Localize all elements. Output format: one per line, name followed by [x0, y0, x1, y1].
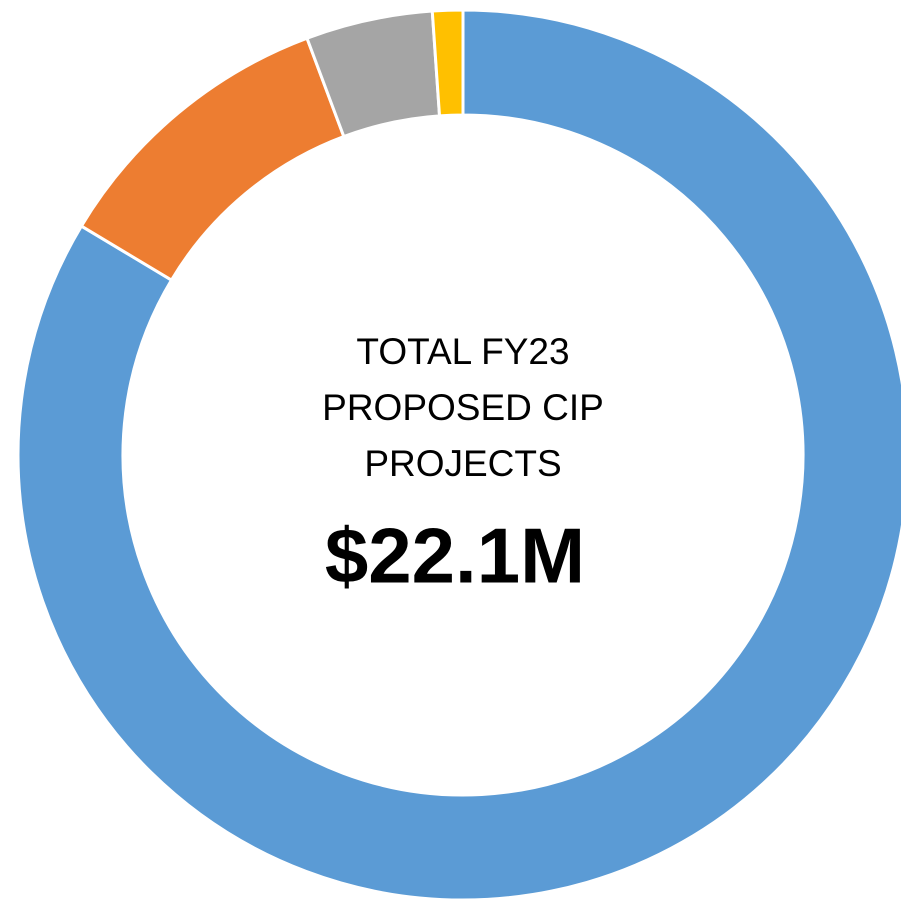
donut-slice [79, 36, 346, 283]
center-label: PROPOSED CIP [322, 387, 604, 428]
center-label: PROJECTS [364, 443, 561, 484]
donut-slice [16, 8, 901, 901]
center-value: $22.1M [325, 512, 585, 600]
donut-slice [430, 8, 465, 118]
donut [16, 8, 901, 901]
center-label: TOTAL FY23 [356, 331, 569, 372]
